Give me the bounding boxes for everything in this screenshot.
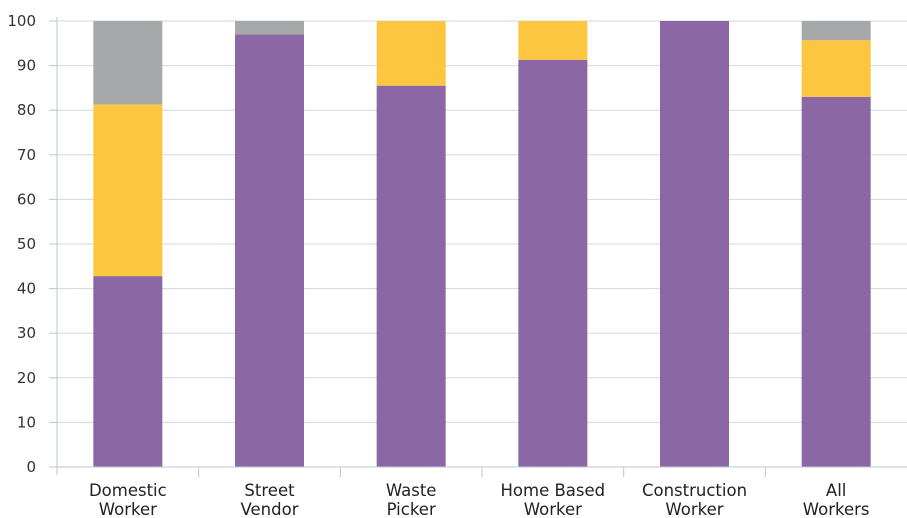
y-tick-label: 80: [17, 101, 36, 119]
y-tick-label: 50: [17, 235, 36, 253]
y-tick-label: 30: [17, 324, 36, 342]
y-tick-label: 60: [17, 190, 36, 208]
y-tick-label: 90: [17, 57, 36, 75]
x-category-labels: Domestic Worker Street Vendor Waste Picker Hom…: [89, 481, 870, 518]
x-category-label: Street Vendor: [241, 481, 299, 518]
bar-segment: [518, 21, 588, 60]
x-category-label: Domestic Worker: [89, 481, 167, 518]
bar-segment: [376, 85, 446, 468]
x-category-label: All Workers: [803, 481, 870, 518]
bar-segment: [801, 96, 871, 467]
x-category-label: Home Based Worker: [501, 481, 606, 518]
bar-segment: [93, 21, 163, 105]
y-tick-label: 100: [7, 12, 36, 30]
bars: [93, 21, 871, 468]
bar-segment: [93, 276, 163, 467]
axes: [49, 17, 907, 477]
x-category-label: Waste Picker: [386, 481, 437, 518]
bar-segment: [235, 21, 304, 35]
y-tick-label: 0: [26, 458, 36, 476]
x-category-label: Construction Worker: [642, 481, 747, 518]
bar-segment: [235, 34, 304, 467]
y-tick-labels: 0 10 20 30 40 50 60 70 80 90 100: [7, 12, 36, 476]
bar-segment: [93, 104, 163, 277]
bar-segment: [660, 21, 729, 467]
y-tick-label: 40: [17, 280, 36, 298]
y-tick-label: 20: [17, 369, 36, 387]
bar-segment: [801, 21, 871, 41]
bar-segment: [518, 59, 588, 467]
bar-segment: [801, 40, 871, 97]
y-tick-label: 70: [17, 146, 36, 164]
gridlines: [57, 20, 907, 423]
bar-segment: [376, 21, 446, 86]
y-tick-label: 10: [17, 413, 36, 431]
